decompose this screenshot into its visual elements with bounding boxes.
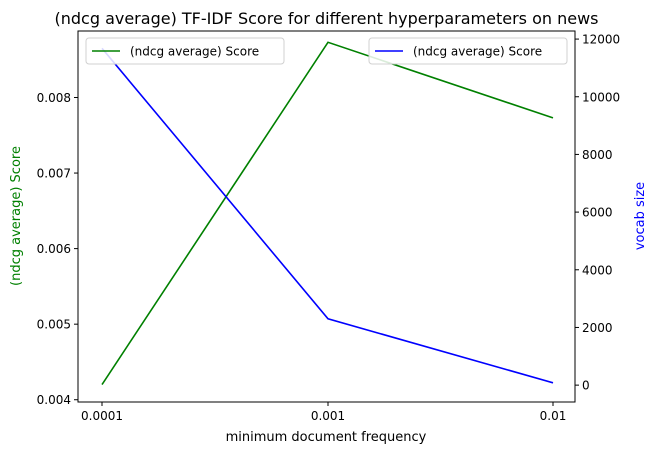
left-tick-label: 0.007	[37, 167, 71, 181]
series-line-right	[101, 47, 554, 384]
left-tick-label: 0.006	[37, 242, 71, 256]
chart-title: (ndcg average) TF-IDF Score for differen…	[54, 9, 598, 28]
series-line-left	[101, 41, 554, 386]
legend-upper-left: (ndcg average) Score	[85, 37, 285, 65]
left-tick-label: 0.004	[37, 393, 71, 407]
x-tick-label: 0.001	[311, 409, 345, 423]
right-tick-label: 12000	[582, 33, 620, 47]
legend-box	[368, 37, 568, 65]
left-tick-label: 0.008	[37, 91, 71, 105]
right-axis-label: vocab size	[633, 182, 648, 250]
series-layer	[101, 41, 554, 386]
legend-upper-right: (ndcg average) Score	[368, 37, 568, 65]
legend-box	[85, 37, 285, 65]
right-tick-label: 2000	[582, 321, 613, 335]
right-tick-label: 8000	[582, 148, 613, 162]
plot-border	[77, 30, 576, 403]
x-axis-ticks: 0.0001 0.001 0.01	[81, 402, 566, 423]
left-tick-label: 0.005	[37, 318, 71, 332]
right-tick-label: 0	[582, 379, 590, 393]
left-axis-label: (ndcg average) Score	[9, 146, 24, 286]
x-axis-label: minimum document frequency	[226, 430, 427, 445]
x-tick-label: 0.01	[540, 409, 567, 423]
legend-label: (ndcg average) Score	[413, 45, 542, 59]
left-axis-ticks: 0.004 0.005 0.006 0.007 0.008	[37, 91, 78, 407]
right-tick-label: 6000	[582, 206, 613, 220]
plot-frame	[77, 30, 576, 403]
x-tick-label: 0.0001	[81, 409, 123, 423]
right-tick-label: 4000	[582, 263, 613, 277]
right-axis-ticks: 0 2000 4000 6000 8000 10000 12000	[575, 33, 620, 393]
right-tick-label: 10000	[582, 90, 620, 104]
legend-label: (ndcg average) Score	[130, 45, 259, 59]
